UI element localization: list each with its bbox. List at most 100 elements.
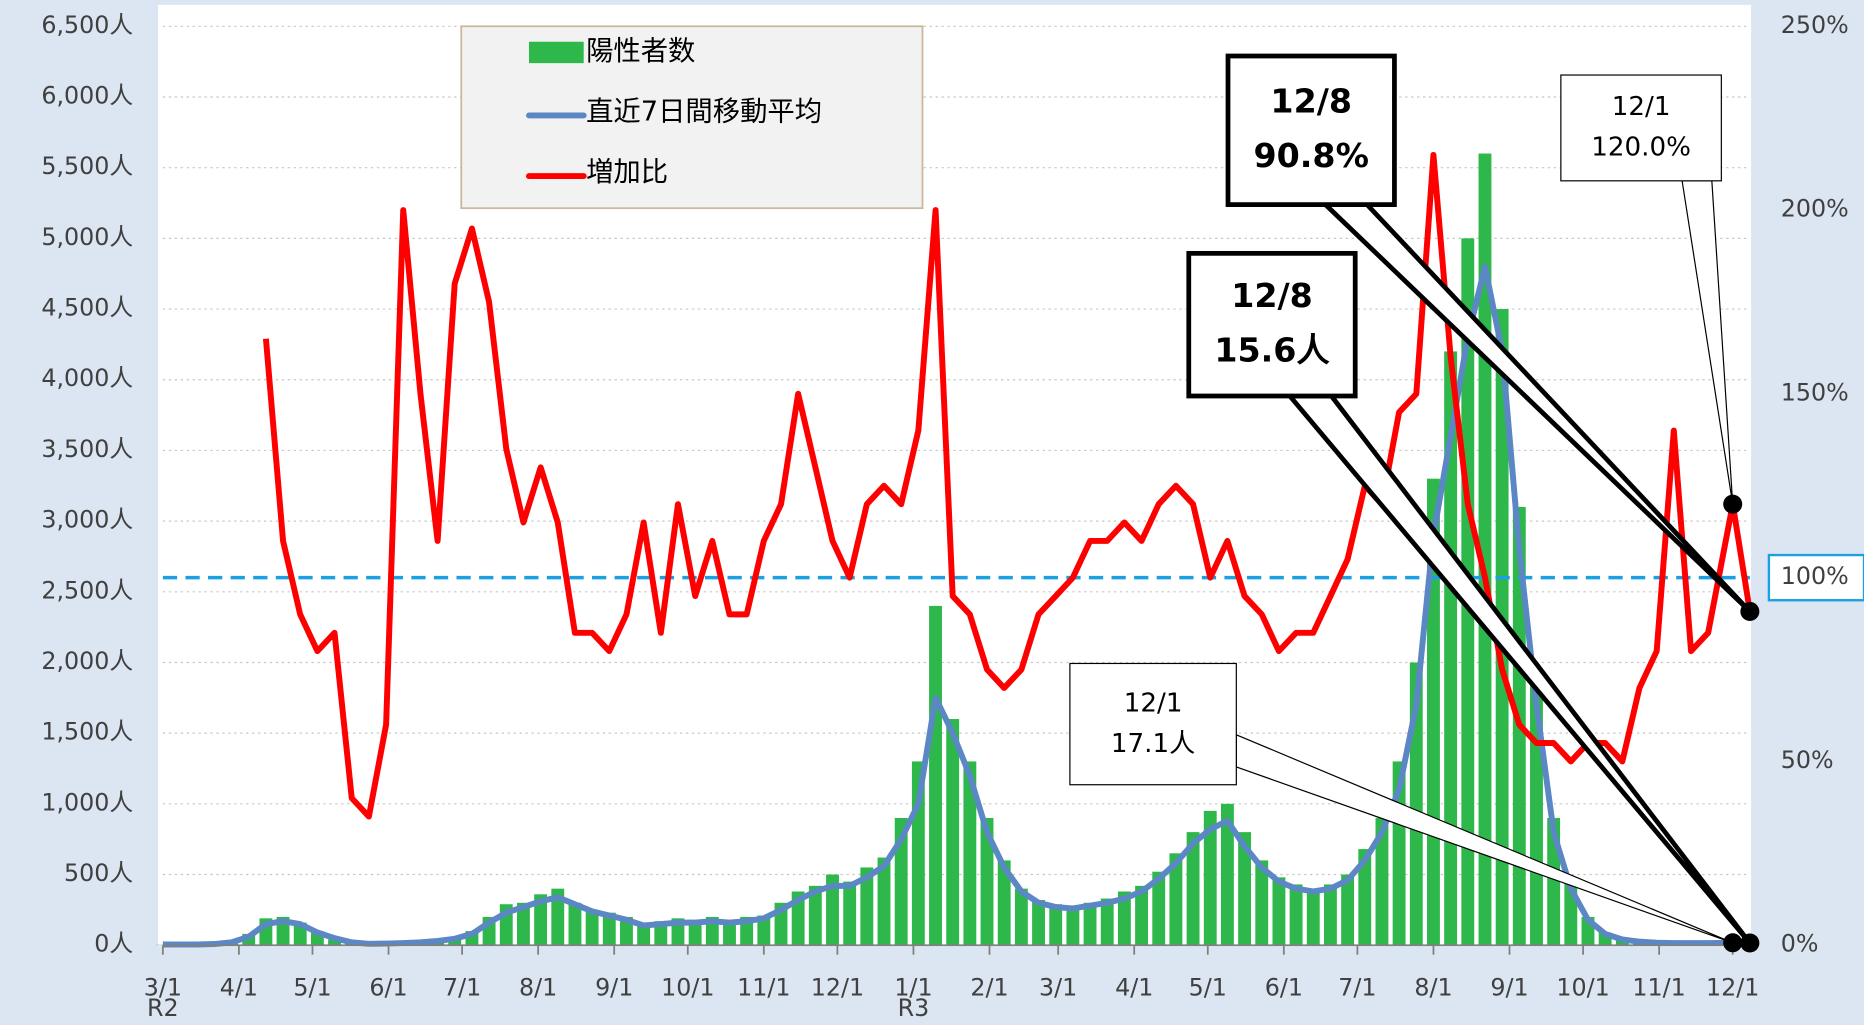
legend-swatch — [529, 41, 584, 64]
y-tick-label: 2,000人 — [41, 647, 133, 675]
y2-tick-label: 200% — [1781, 195, 1849, 223]
legend-label: 陽性者数 — [586, 36, 695, 67]
series-line — [162, 263, 1750, 948]
x-tick-label: 1/1 — [894, 974, 932, 1002]
bar — [860, 867, 874, 946]
bar — [1049, 904, 1063, 946]
y-tick-label: 4,000人 — [41, 364, 133, 392]
bar — [877, 857, 891, 946]
x-tick-label: 11/1 — [737, 974, 790, 1002]
callout-box — [1560, 74, 1722, 182]
bar — [620, 916, 633, 946]
bar — [929, 605, 942, 946]
point-marker — [1740, 933, 1760, 953]
bar — [1220, 803, 1234, 946]
x-tick-label: 5/1 — [1189, 974, 1227, 1002]
y-tick-label: 1,500人 — [41, 718, 133, 746]
bar — [894, 817, 908, 946]
x-tick-label: 6/1 — [369, 974, 407, 1002]
bar — [1083, 902, 1097, 946]
bar — [1169, 853, 1183, 946]
bar — [534, 894, 548, 946]
callout-box — [1225, 53, 1397, 207]
y2-tick-label: 250% — [1781, 11, 1849, 39]
tick-highlight — [1767, 553, 1864, 602]
point-marker — [1723, 933, 1743, 953]
callout-text: 12/1 — [1124, 688, 1183, 718]
bar — [1358, 849, 1372, 946]
x-tick-label: 4/1 — [1115, 974, 1153, 1002]
x-tick-label: 7/1 — [443, 974, 481, 1002]
bar — [1014, 888, 1028, 946]
y-tick-label: 5,000人 — [41, 223, 133, 251]
bar — [602, 912, 616, 946]
bar — [826, 874, 839, 946]
y-tick-label: 4,500人 — [41, 294, 133, 322]
legend-label: 増加比 — [586, 157, 668, 188]
bar — [946, 719, 960, 946]
bar — [551, 888, 565, 946]
bar — [1272, 877, 1286, 946]
x-tick-label: 2/1 — [970, 974, 1008, 1002]
bar — [1289, 884, 1303, 946]
callout-text: 15.6人 — [1214, 331, 1330, 370]
bar — [1117, 891, 1131, 946]
y-tick-label: 6,500人 — [41, 11, 133, 39]
x-tick-label: 8/1 — [519, 974, 557, 1002]
x-tick-label: 4/1 — [220, 974, 258, 1002]
bar — [516, 902, 530, 946]
y-tick-label: 0人 — [94, 930, 133, 958]
x-tick-label: 9/1 — [1490, 974, 1528, 1002]
y-tick-label: 500人 — [64, 859, 133, 887]
bar — [1066, 905, 1080, 946]
y2-tick-label: 150% — [1781, 378, 1849, 406]
bar — [997, 860, 1011, 946]
callout-text: 12/8 — [1231, 276, 1313, 315]
bar — [1032, 899, 1045, 946]
bar — [1238, 832, 1252, 946]
callout-box — [1186, 250, 1358, 399]
bar — [1306, 888, 1320, 946]
callout-text: 120.0% — [1591, 133, 1691, 163]
bar — [1152, 871, 1166, 946]
era-label: R2 — [147, 994, 179, 1022]
bar — [637, 924, 651, 946]
bar — [1100, 898, 1114, 946]
y-tick-label: 5,500人 — [41, 152, 133, 180]
point-marker — [1740, 601, 1760, 621]
point-marker — [1723, 494, 1743, 514]
y-tick-label: 6,000人 — [41, 81, 133, 109]
bar — [1323, 884, 1337, 946]
bar — [688, 919, 702, 946]
bar — [1444, 351, 1458, 946]
bar — [963, 761, 977, 946]
bar — [723, 921, 736, 946]
bar — [585, 909, 599, 946]
y2-tick-label: 50% — [1781, 746, 1834, 774]
x-tick-label: 9/1 — [595, 974, 633, 1002]
y-tick-label: 3,500人 — [41, 435, 133, 463]
x-tick-label: 3/1 — [144, 974, 182, 1002]
callout-text: 12/8 — [1270, 81, 1352, 120]
bar — [568, 902, 582, 946]
bar — [808, 885, 822, 946]
bar — [757, 915, 771, 946]
x-tick-label: 10/1 — [661, 974, 714, 1002]
y2-tick-label: 0% — [1781, 930, 1819, 958]
x-tick-label: 8/1 — [1414, 974, 1452, 1002]
callout-text: 12/1 — [1612, 92, 1671, 122]
era-label: R3 — [898, 994, 930, 1022]
x-tick-label: 3/1 — [1039, 974, 1077, 1002]
bar — [1186, 832, 1200, 946]
callout-box — [1069, 662, 1237, 786]
y2-tick-label: 100% — [1781, 562, 1849, 590]
y-tick-label: 1,000人 — [41, 788, 133, 816]
y-tick-label: 2,500人 — [41, 576, 133, 604]
y-tick-label: 3,000人 — [41, 506, 133, 534]
bar — [1255, 860, 1269, 946]
x-tick-label: 12/1 — [811, 974, 864, 1002]
bar — [1135, 885, 1149, 946]
legend-label: 直近7日間移動平均 — [586, 97, 822, 128]
x-tick-label: 12/1 — [1706, 974, 1759, 1002]
